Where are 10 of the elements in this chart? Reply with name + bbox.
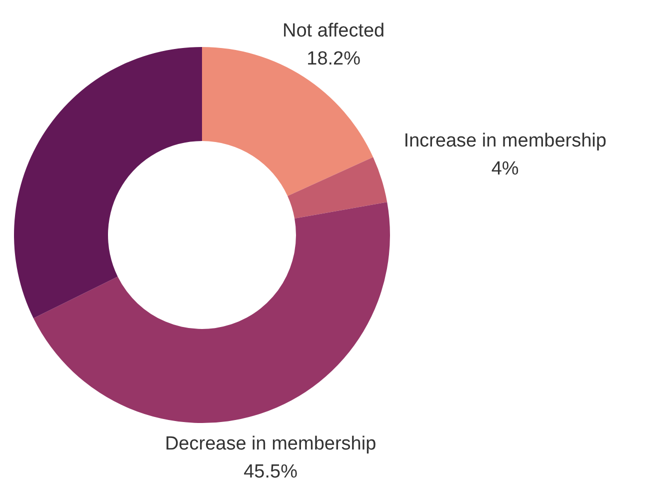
donut-slice bbox=[33, 202, 390, 423]
slice-label: Not affected bbox=[282, 20, 385, 42]
data-label: 45.5% bbox=[244, 462, 298, 480]
donut-slice bbox=[202, 47, 374, 196]
donut-slice bbox=[288, 157, 388, 219]
data-label: 18.2% bbox=[306, 48, 361, 70]
donut-slice bbox=[14, 47, 202, 318]
slice-label: Increase in membership bbox=[404, 130, 606, 152]
slice-label: Decrease in membership bbox=[164, 434, 376, 455]
data-label: 4% bbox=[491, 158, 519, 180]
